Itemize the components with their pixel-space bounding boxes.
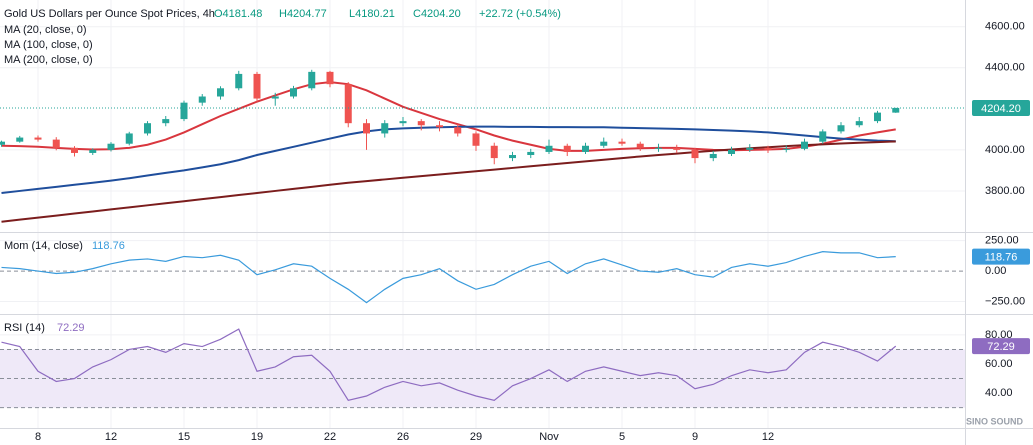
ohlc-change: +22.72 (+0.54%) bbox=[479, 8, 561, 20]
y-tick-label: −250.00 bbox=[985, 295, 1025, 307]
rsi-title: RSI (14) bbox=[4, 322, 45, 334]
candle-body bbox=[0, 141, 5, 145]
candle-body bbox=[782, 148, 790, 150]
x-tick-label: Nov bbox=[539, 431, 559, 443]
candle-body bbox=[326, 71, 334, 85]
candle-body bbox=[344, 84, 352, 124]
candle-body bbox=[399, 121, 407, 124]
candle-body bbox=[801, 141, 808, 149]
candle-body bbox=[673, 147, 681, 150]
candle-body bbox=[144, 123, 151, 134]
indicator-value-label: 118.76 bbox=[985, 252, 1018, 264]
candle-body bbox=[52, 139, 60, 148]
candle-body bbox=[71, 147, 78, 153]
moving-average-line bbox=[1, 81, 896, 152]
candle-body bbox=[363, 123, 370, 134]
x-tick-label: 19 bbox=[251, 431, 263, 443]
legend-entry: MA (200, close, 0) bbox=[4, 54, 93, 66]
candle-body bbox=[691, 149, 699, 159]
x-tick-label: 12 bbox=[105, 431, 117, 443]
last-price-label-box bbox=[972, 99, 1030, 116]
y-tick-label: 4400.00 bbox=[985, 62, 1025, 74]
y-tick-label: 60.00 bbox=[985, 358, 1013, 370]
momentum-title: Mom (14, close) bbox=[4, 240, 83, 252]
candle-body bbox=[253, 73, 261, 99]
candle-body bbox=[235, 73, 243, 89]
y-tick-label: 4000.00 bbox=[985, 144, 1025, 156]
x-tick-label: 9 bbox=[692, 431, 698, 443]
candle-body bbox=[600, 141, 608, 146]
candle-body bbox=[198, 96, 206, 103]
candle-body bbox=[107, 143, 115, 150]
candle-body bbox=[655, 147, 662, 149]
x-tick-label: 15 bbox=[178, 431, 190, 443]
y-tick-label: 40.00 bbox=[985, 387, 1013, 399]
rsi-value: 72.29 bbox=[57, 322, 85, 334]
candle-body bbox=[563, 145, 571, 152]
candle-body bbox=[618, 141, 626, 144]
candle-body bbox=[874, 112, 881, 122]
watermark: SINO SOUND bbox=[966, 416, 1024, 426]
chart-title: Gold US Dollars per Ounce Spot Prices, 4… bbox=[4, 8, 215, 20]
ohlc-low: L4180.21 bbox=[349, 8, 395, 20]
candle-body bbox=[819, 131, 827, 142]
y-tick-label: 80.00 bbox=[985, 329, 1013, 341]
ohlc-high: H4204.77 bbox=[279, 8, 327, 20]
y-tick-label: 4600.00 bbox=[985, 21, 1025, 33]
candle-body bbox=[381, 123, 389, 134]
candle-body bbox=[527, 151, 535, 156]
candle-body bbox=[728, 149, 735, 154]
candle-body bbox=[582, 145, 589, 152]
x-tick-label: 22 bbox=[324, 431, 336, 443]
ohlc-close: C4204.20 bbox=[413, 8, 461, 20]
legend-entry: MA (100, close, 0) bbox=[4, 39, 93, 51]
candle-body bbox=[855, 121, 863, 126]
moving-average-line bbox=[1, 125, 896, 194]
y-tick-label: 3800.00 bbox=[985, 185, 1025, 197]
candle-body bbox=[271, 96, 279, 99]
momentum-value: 118.76 bbox=[92, 240, 125, 252]
candle-body bbox=[636, 143, 644, 148]
candle-body bbox=[892, 107, 900, 113]
marks bbox=[0, 69, 965, 409]
candle-body bbox=[16, 137, 24, 142]
candle-body bbox=[125, 133, 133, 144]
candle-body bbox=[472, 133, 480, 146]
legend-entry: MA (20, close, 0) bbox=[4, 24, 87, 36]
candle-body bbox=[436, 125, 443, 128]
y-tick-label: 0.00 bbox=[985, 265, 1006, 277]
x-tick-label: 12 bbox=[762, 431, 774, 443]
candle-body bbox=[709, 153, 717, 159]
indicator-value-label: 72.29 bbox=[987, 341, 1015, 353]
candle-body bbox=[217, 88, 224, 97]
candle-body bbox=[837, 125, 845, 132]
ohlc-open: O4181.48 bbox=[214, 8, 262, 20]
indicator-value-label-box bbox=[972, 248, 1030, 265]
candle-body bbox=[509, 155, 516, 159]
candle-body bbox=[490, 145, 498, 159]
indicator-value-label-box bbox=[972, 338, 1030, 355]
last-price-label: 4204.20 bbox=[981, 103, 1021, 115]
candle-body bbox=[180, 102, 188, 120]
candle-body bbox=[746, 147, 754, 150]
candle-body bbox=[308, 71, 316, 89]
candle-body bbox=[417, 121, 425, 126]
x-tick-label: 5 bbox=[619, 431, 625, 443]
candle-body bbox=[162, 119, 170, 124]
candle-body bbox=[454, 127, 462, 134]
candle-body bbox=[764, 147, 772, 150]
candle-body bbox=[545, 145, 553, 152]
x-tick-label: 8 bbox=[35, 431, 41, 443]
candle-body bbox=[34, 137, 42, 140]
candle-body bbox=[89, 149, 97, 153]
indicator-line bbox=[1, 251, 896, 304]
x-tick-label: 26 bbox=[397, 431, 409, 443]
x-tick-label: 29 bbox=[470, 431, 482, 443]
y-tick-label: 250.00 bbox=[985, 235, 1019, 247]
indicator-line bbox=[1, 328, 897, 402]
candle-body bbox=[290, 88, 297, 97]
